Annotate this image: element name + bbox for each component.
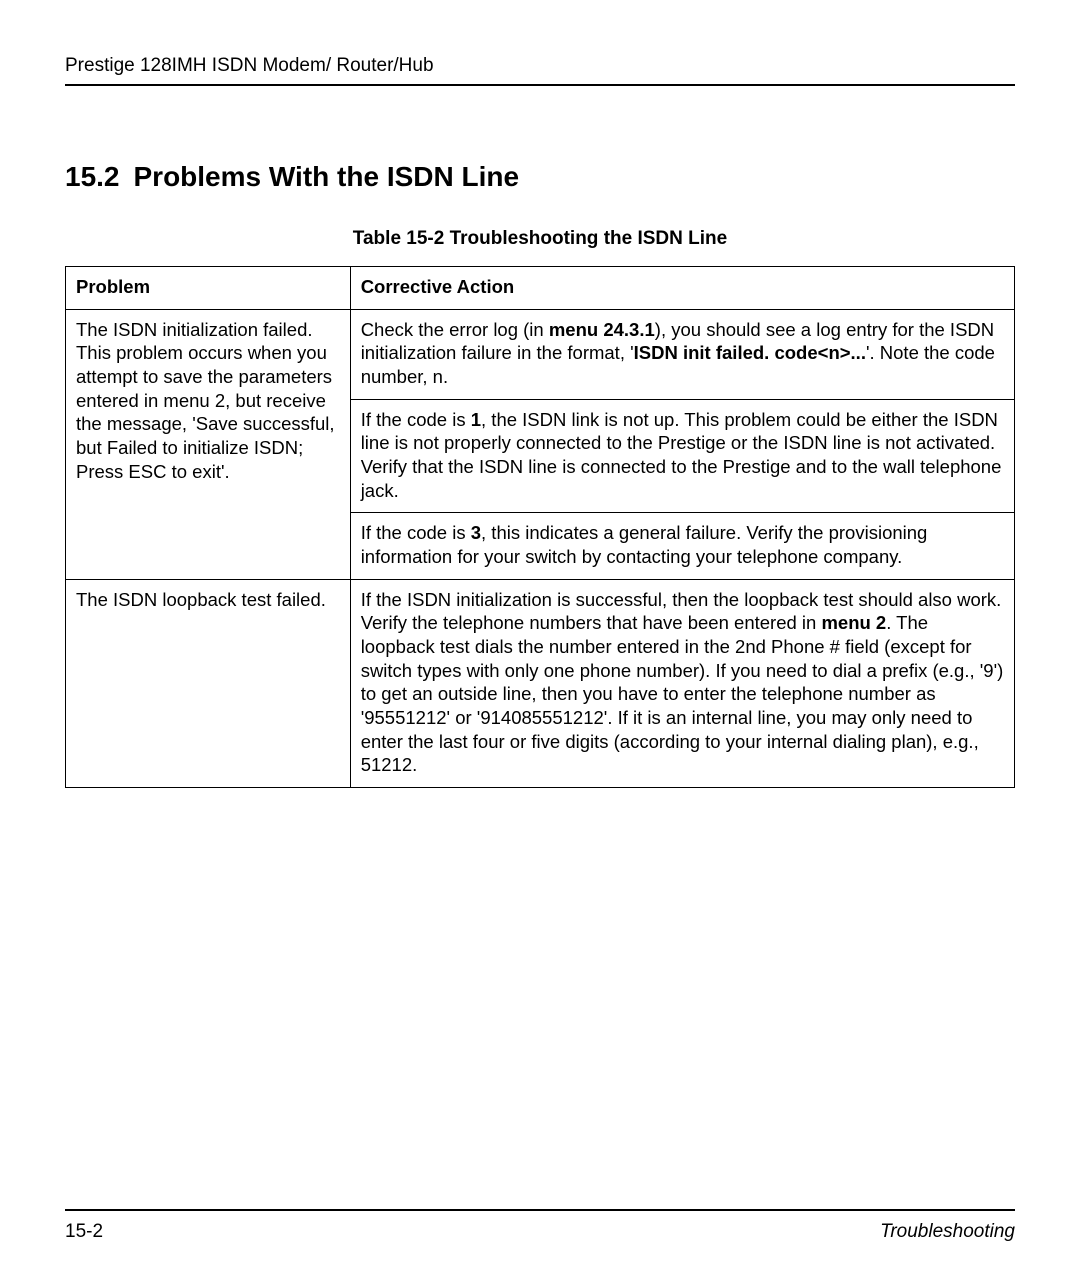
column-header-problem: Problem [66,267,351,310]
bold-text: 1 [471,409,481,430]
cell-action-1b: If the code is 1, the ISDN link is not u… [350,399,1014,513]
table-row: The ISDN initialization failed. This pro… [66,309,1015,399]
bold-text: menu 2 [821,612,886,633]
text-segment: . The loopback test dials the number ent… [361,612,1004,775]
cell-action-2: If the ISDN initialization is successful… [350,579,1014,787]
section-title: Problems With the ISDN Line [134,161,520,192]
section-heading: 15.2 Problems With the ISDN Line [65,161,1015,193]
page-footer: 15-2 Troubleshooting [65,1221,1015,1243]
table-caption: Table 15-2 Troubleshooting the ISDN Line [65,228,1015,250]
text-segment: If the code is [361,522,471,543]
text-segment: Check the error log (in [361,319,549,340]
cell-problem-1: The ISDN initialization failed. This pro… [66,309,351,579]
footer-rule [65,1209,1015,1211]
footer-page-number: 15-2 [65,1221,103,1243]
bold-text: menu 24.3.1 [549,319,655,340]
running-header: Prestige 128IMH ISDN Modem/ Router/Hub [65,55,1015,86]
cell-problem-2: The ISDN loopback test failed. [66,579,351,787]
table-header-row: Problem Corrective Action [66,267,1015,310]
cell-action-1a: Check the error log (in menu 24.3.1), yo… [350,309,1014,399]
table-row: The ISDN loopback test failed. If the IS… [66,579,1015,787]
column-header-action: Corrective Action [350,267,1014,310]
footer-section-name: Troubleshooting [880,1221,1015,1243]
document-page: Prestige 128IMH ISDN Modem/ Router/Hub 1… [0,0,1080,1281]
cell-action-1c: If the code is 3, this indicates a gener… [350,513,1014,579]
text-segment: If the code is [361,409,471,430]
bold-text: 3 [471,522,481,543]
section-number: 15.2 [65,161,120,192]
bold-text: ISDN init failed. code<n>... [634,342,866,363]
troubleshooting-table: Problem Corrective Action The ISDN initi… [65,266,1015,788]
